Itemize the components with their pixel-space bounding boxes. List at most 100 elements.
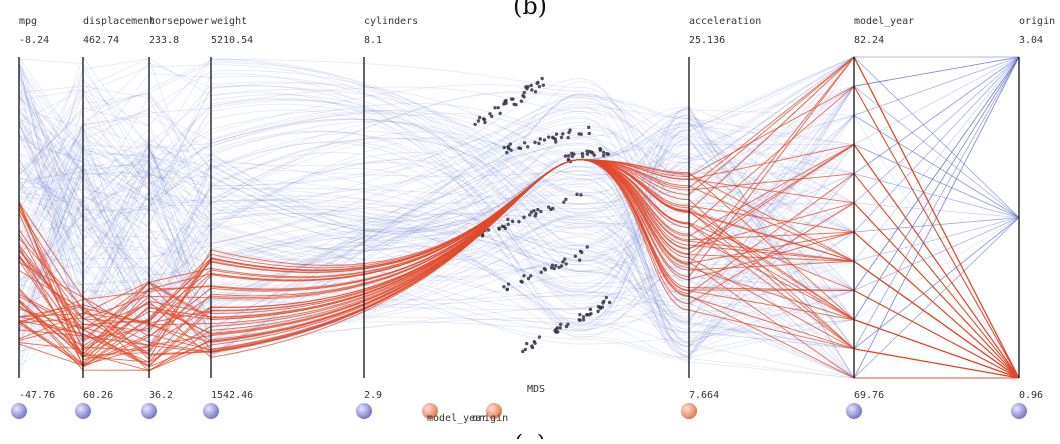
- context-line: [18, 64, 1020, 379]
- mds-handle[interactable]: [422, 403, 438, 419]
- mds-point: [522, 141, 527, 145]
- mds-point: [585, 152, 590, 156]
- mds-point: [551, 206, 555, 211]
- mds-point: [596, 304, 601, 309]
- mds-point: [527, 213, 532, 217]
- mds-point: [521, 349, 525, 354]
- context-line: [18, 56, 1019, 344]
- axis-name-acceleration: acceleration: [689, 16, 761, 27]
- mds-point: [587, 313, 592, 317]
- axis-name-displacement: displacement: [83, 16, 155, 27]
- axis-handle-cylinders[interactable]: [356, 403, 372, 419]
- mds-point: [543, 268, 548, 272]
- axis-handle-model-year[interactable]: [846, 403, 862, 419]
- mds-point: [537, 141, 541, 146]
- highlighted-lines: [18, 56, 1020, 379]
- axis-name-mpg: mpg: [19, 16, 37, 27]
- mds-point: [529, 83, 533, 88]
- context-line: [18, 214, 1019, 379]
- mds-point: [578, 312, 582, 317]
- context-line: [18, 56, 1020, 339]
- context-line: [18, 56, 1020, 375]
- mds-label: MDS: [527, 384, 545, 395]
- mds-point: [602, 299, 606, 304]
- context-lines: [18, 56, 1020, 379]
- mds-point: [476, 119, 481, 123]
- mds-point: [566, 322, 570, 326]
- mds-point: [558, 326, 562, 330]
- mds-point: [533, 89, 538, 94]
- mds-point: [526, 276, 531, 281]
- context-line: [18, 56, 1020, 379]
- context-line: [18, 56, 1020, 322]
- mds-point: [519, 99, 524, 103]
- context-line: [18, 120, 1020, 350]
- axis-handle-origin[interactable]: [1011, 403, 1027, 419]
- mds-point: [506, 222, 510, 226]
- context-line: [18, 114, 1020, 379]
- axis-handle-horsepower[interactable]: [141, 403, 157, 419]
- context-line: [18, 116, 1019, 379]
- context-line: [18, 56, 1020, 369]
- context-line: [18, 56, 1020, 334]
- mds-point: [526, 145, 530, 149]
- context-line: [18, 56, 1020, 322]
- context-line: [18, 56, 1020, 331]
- context-line: [18, 56, 1020, 379]
- mds-point: [510, 219, 515, 224]
- context-line: [18, 63, 1020, 342]
- context-line: [18, 56, 1020, 255]
- mds-point: [498, 111, 502, 116]
- context-line: [18, 202, 1020, 379]
- context-line: [18, 181, 1019, 379]
- context-line: [18, 125, 1020, 336]
- context-line: [18, 56, 1020, 379]
- axis-max-mpg: -8.24: [19, 35, 49, 46]
- context-line: [18, 56, 1020, 379]
- mds-point: [523, 347, 528, 352]
- mds-point: [541, 83, 546, 87]
- mds-point: [601, 153, 606, 158]
- context-line: [18, 58, 1020, 350]
- context-line: [18, 56, 1020, 345]
- mds-point: [522, 90, 526, 95]
- highlighted-line: [18, 159, 1020, 379]
- mds-point: [581, 318, 586, 322]
- mds-point: [563, 154, 568, 158]
- mds-point: [497, 226, 501, 230]
- mds-point: [581, 315, 586, 319]
- context-line: [18, 56, 1020, 350]
- mds-point: [578, 318, 582, 323]
- mds-point: [606, 152, 610, 156]
- context-line: [18, 56, 1020, 222]
- context-line: [18, 56, 1019, 283]
- caption-top: (b): [513, 0, 547, 20]
- context-line: [18, 56, 1020, 341]
- axis-handle-weight[interactable]: [203, 403, 219, 419]
- axis-max-origin: 3.04: [1019, 35, 1043, 46]
- context-line: [18, 56, 1020, 379]
- context-line: [18, 185, 1020, 351]
- axis-handle-acceleration-active[interactable]: [681, 403, 697, 419]
- axis-name-model-year: model_year: [854, 16, 914, 27]
- context-line: [18, 133, 1020, 324]
- axis-handle-mpg[interactable]: [11, 403, 27, 419]
- mds-handle[interactable]: [486, 403, 502, 419]
- mds-point: [519, 279, 523, 283]
- mds-point: [525, 341, 529, 346]
- mds-point: [567, 130, 571, 135]
- axis-max-displacement: 462.74: [83, 35, 119, 46]
- mds-point: [502, 285, 506, 289]
- context-line: [18, 131, 1020, 333]
- context-line: [18, 73, 1020, 245]
- axis-name-weight: weight: [211, 16, 247, 27]
- axis-name-cylinders: cylinders: [364, 16, 418, 27]
- mds-point: [505, 150, 509, 155]
- mds-point: [575, 192, 579, 197]
- mds-point: [496, 105, 500, 110]
- mds-point: [580, 154, 585, 159]
- axis-handle-displacement[interactable]: [75, 403, 91, 419]
- context-line: [18, 56, 1020, 335]
- context-line: [18, 145, 1020, 379]
